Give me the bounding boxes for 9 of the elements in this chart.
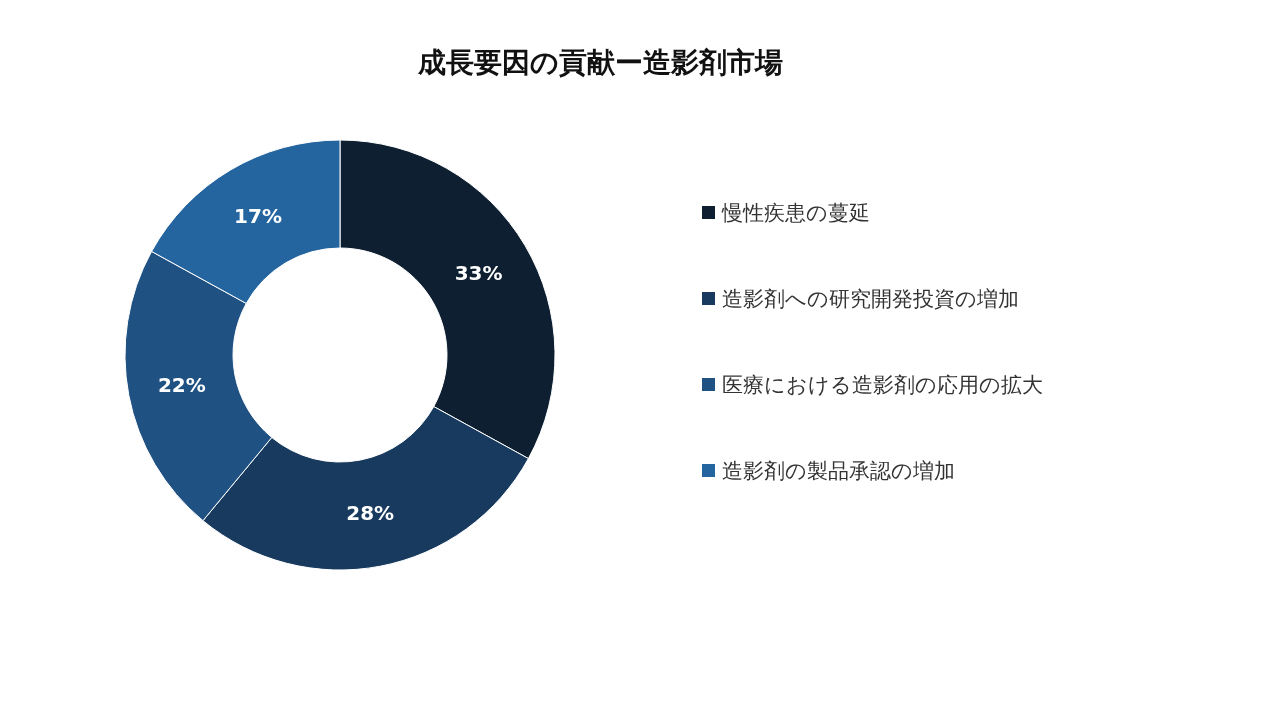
data-label: 17% — [234, 204, 282, 229]
data-label: 22% — [157, 373, 206, 398]
legend-label: 医療における造影剤の応用の拡大 — [722, 373, 1043, 397]
legend-label: 慢性疾患の蔓延 — [721, 201, 870, 225]
data-label: 33% — [454, 261, 503, 286]
legend-label: 造影剤への研究開発投資の増加 — [722, 287, 1019, 311]
legend-label: 造影剤の製品承認の増加 — [722, 459, 955, 483]
chart-title: 成長要因の貢献ー造影剤市場 — [416, 46, 783, 79]
data-label: 28% — [346, 501, 395, 526]
